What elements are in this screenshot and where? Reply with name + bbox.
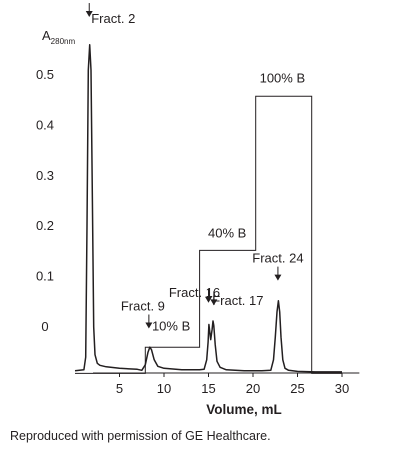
- y-axis-title: A280nm: [42, 28, 75, 46]
- annotation-arrow-head: [274, 274, 282, 281]
- x-tick-label: 5: [116, 381, 123, 396]
- annotation: Fract. 16: [169, 285, 220, 303]
- annotation: 40% B: [208, 225, 246, 240]
- annotation-arrow-head: [85, 11, 93, 18]
- gradient-step-label: 100% B: [260, 71, 306, 86]
- x-tick-label: 30: [335, 381, 349, 396]
- y-tick-label: 0.1: [36, 269, 54, 284]
- y-axis-title-subscript: 280nm: [51, 37, 76, 46]
- gradient-step-label: 40% B: [208, 225, 246, 240]
- y-tick-label: 0.2: [36, 218, 54, 233]
- credit-text: Reproduced with permission of GE Healthc…: [10, 429, 271, 443]
- y-tick-label: 0: [41, 319, 48, 334]
- annotation-arrow-head: [205, 296, 212, 303]
- annotation: Fract. 2: [85, 3, 135, 26]
- annotation: 100% B: [260, 71, 306, 86]
- gradient-layer: [75, 95, 342, 374]
- annotation-label: Fract. 24: [252, 251, 303, 266]
- annotation: Fract. 17: [210, 291, 263, 308]
- annotation: Fract. 24: [252, 251, 304, 281]
- annotation-arrow-head: [145, 322, 153, 329]
- annotation-label: Fract. 16: [169, 285, 220, 300]
- annotation-arrow-head: [210, 299, 218, 306]
- y-axis-title-main: A: [42, 28, 51, 43]
- x-tick-label: 10: [157, 381, 171, 396]
- annotation: Fract. 9: [121, 299, 165, 329]
- annotation-label: Fract. 17: [212, 293, 263, 308]
- annotation: 10% B: [152, 319, 190, 334]
- y-tick-label: 0.4: [36, 117, 54, 132]
- x-axis: 5 10 15 20 25 30: [93, 372, 360, 396]
- x-tick-label: 25: [290, 381, 304, 396]
- gradient-line: [75, 95, 342, 374]
- svg-text:A280nm: A280nm: [42, 28, 75, 46]
- gradient-step-label: 10% B: [152, 319, 190, 334]
- absorbance-layer: [74, 44, 342, 373]
- x-axis-title: Volume, mL: [206, 402, 282, 417]
- annotation-label: Fract. 9: [121, 299, 165, 314]
- y-axis-tick-labels: 0 0.1 0.2 0.3 0.4 0.5: [36, 67, 54, 334]
- annotation-label: Fract. 2: [91, 11, 135, 26]
- absorbance-trace: [74, 44, 342, 373]
- x-tick-label: 15: [201, 381, 215, 396]
- x-tick-label: 20: [246, 381, 260, 396]
- y-tick-label: 0.3: [36, 168, 54, 183]
- y-tick-label: 0.5: [36, 67, 54, 82]
